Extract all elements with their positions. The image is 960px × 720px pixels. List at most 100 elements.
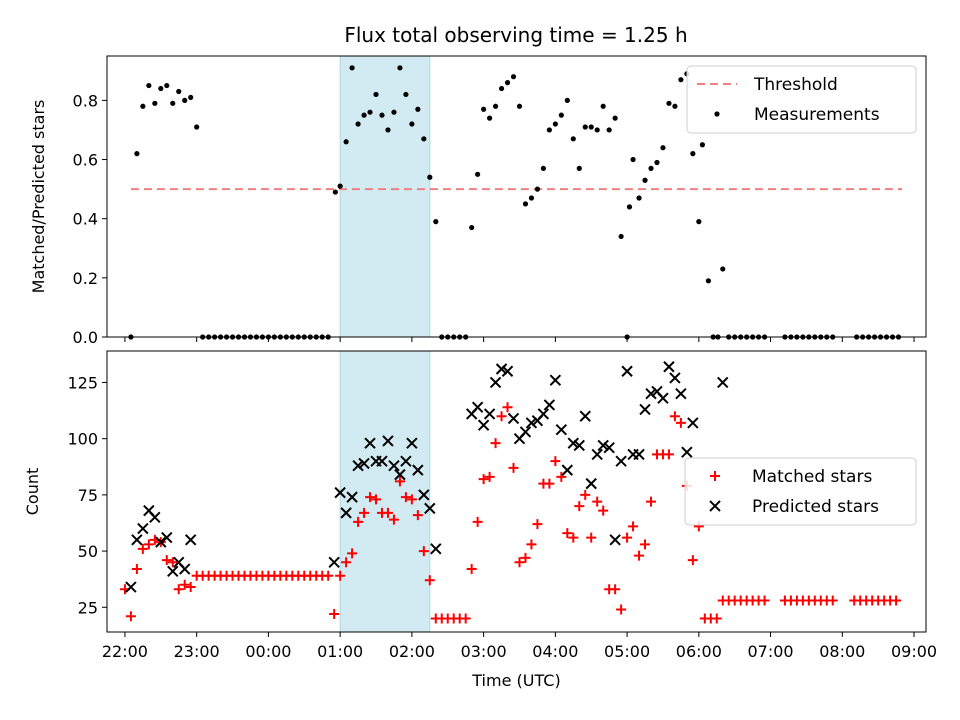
matched-point bbox=[640, 539, 651, 550]
y-tick-label: 0.2 bbox=[73, 269, 98, 288]
matched-point bbox=[173, 584, 184, 595]
matched-point bbox=[388, 514, 399, 525]
matched-point bbox=[382, 507, 393, 518]
matched-point bbox=[496, 411, 507, 422]
matched-point bbox=[568, 532, 579, 543]
matched-point bbox=[550, 456, 561, 467]
predicted-point bbox=[615, 455, 627, 467]
matched-point bbox=[412, 510, 423, 521]
matched-point bbox=[514, 557, 525, 568]
y-tick-label: 0.0 bbox=[73, 328, 98, 347]
matched-point bbox=[544, 478, 555, 489]
predicted-point bbox=[376, 455, 388, 467]
measurement-point bbox=[654, 159, 660, 166]
matched-point bbox=[353, 516, 364, 527]
predicted-point bbox=[717, 376, 729, 389]
predicted-point bbox=[388, 459, 400, 472]
measurement-point bbox=[194, 124, 200, 130]
y-tick-label: 25 bbox=[78, 598, 98, 617]
legend-predicted-label: Predicted stars bbox=[752, 497, 879, 517]
measurement-point bbox=[367, 109, 373, 115]
measurement-point bbox=[618, 233, 624, 240]
measurement-point bbox=[510, 74, 517, 80]
predicted-point bbox=[639, 403, 651, 416]
x-tick-label: 05:00 bbox=[604, 642, 650, 661]
matched-point bbox=[586, 532, 597, 543]
measurement-point bbox=[146, 82, 152, 89]
legend-predicted-swatch bbox=[709, 500, 721, 512]
predicted-point bbox=[406, 437, 418, 449]
matched-point bbox=[472, 516, 483, 527]
legend-threshold-label: Threshold bbox=[753, 75, 838, 95]
y-tick-label: 75 bbox=[78, 486, 98, 505]
measurement-point bbox=[626, 204, 633, 210]
matched-point bbox=[335, 570, 346, 581]
matched-point bbox=[508, 462, 519, 473]
measurement-point bbox=[522, 201, 529, 207]
ratio-panel: 0.0 0.2 0.4 0.6 0.8 Matched/Predicted stars Th… bbox=[29, 55, 927, 347]
predicted-point bbox=[507, 412, 520, 425]
predicted-point bbox=[167, 565, 179, 578]
x-tick-label: 08:00 bbox=[819, 642, 865, 661]
matched-point bbox=[490, 438, 501, 449]
legend-measurement-label: Measurements bbox=[754, 105, 880, 125]
matched-point bbox=[185, 582, 196, 593]
matched-point bbox=[484, 471, 495, 482]
predicted-point bbox=[525, 417, 538, 429]
matched-point bbox=[646, 496, 657, 507]
matched-point bbox=[143, 539, 154, 550]
predicted-point bbox=[669, 372, 681, 384]
matched-point bbox=[622, 532, 633, 543]
highlight-span bbox=[339, 350, 431, 633]
predicted-point bbox=[400, 455, 412, 467]
x-tick-label: 09:00 bbox=[891, 642, 937, 661]
matched-point bbox=[400, 492, 411, 503]
matched-point bbox=[574, 501, 585, 512]
count-panel: 25 50 75 100 125 22:00 23:00 00:00 01:00 02:00 03:… bbox=[23, 350, 937, 690]
matched-point bbox=[359, 507, 370, 518]
measurement-point bbox=[176, 88, 182, 95]
matched-point bbox=[592, 496, 603, 507]
matched-point bbox=[628, 521, 639, 532]
measurement-point bbox=[606, 127, 612, 133]
matched-point bbox=[371, 494, 382, 505]
y-tick-label: 125 bbox=[67, 373, 98, 392]
measurement-point bbox=[469, 224, 475, 231]
predicted-point bbox=[131, 534, 143, 546]
matched-point bbox=[532, 519, 543, 530]
measurement-point bbox=[642, 177, 648, 183]
measurement-point bbox=[188, 94, 194, 101]
matched-point bbox=[161, 555, 172, 566]
predicted-point bbox=[573, 439, 585, 452]
matched-point bbox=[675, 417, 686, 428]
predicted-point bbox=[471, 401, 484, 413]
measurement-point bbox=[540, 165, 547, 171]
measurement-point bbox=[397, 65, 403, 71]
predicted-point bbox=[579, 410, 591, 422]
matched-point bbox=[502, 402, 513, 413]
predicted-point bbox=[621, 365, 633, 377]
matched-point bbox=[634, 550, 645, 561]
predicted-point bbox=[364, 437, 376, 449]
predicted-point bbox=[382, 435, 394, 447]
predicted-point bbox=[597, 439, 609, 452]
legend-measurement-swatch bbox=[714, 111, 720, 117]
x-tick-label: 22:00 bbox=[102, 642, 148, 661]
predicted-point bbox=[340, 507, 352, 519]
predicted-point bbox=[184, 534, 197, 546]
measurement-point bbox=[672, 103, 678, 109]
predicted-point bbox=[161, 531, 173, 544]
matched-point bbox=[891, 595, 902, 606]
matched-point bbox=[827, 595, 838, 606]
measurement-point bbox=[576, 165, 582, 171]
predicted-point bbox=[591, 448, 603, 461]
measurement-point bbox=[516, 103, 523, 109]
measurement-point bbox=[546, 127, 552, 133]
legend: Threshold Measurements bbox=[686, 65, 917, 134]
measurement-point bbox=[594, 127, 600, 133]
measurement-point bbox=[720, 266, 726, 272]
measurement-point bbox=[481, 106, 487, 112]
matched-point bbox=[179, 579, 190, 590]
x-tick-label: 07:00 bbox=[748, 642, 794, 661]
measurement-point bbox=[164, 82, 170, 89]
